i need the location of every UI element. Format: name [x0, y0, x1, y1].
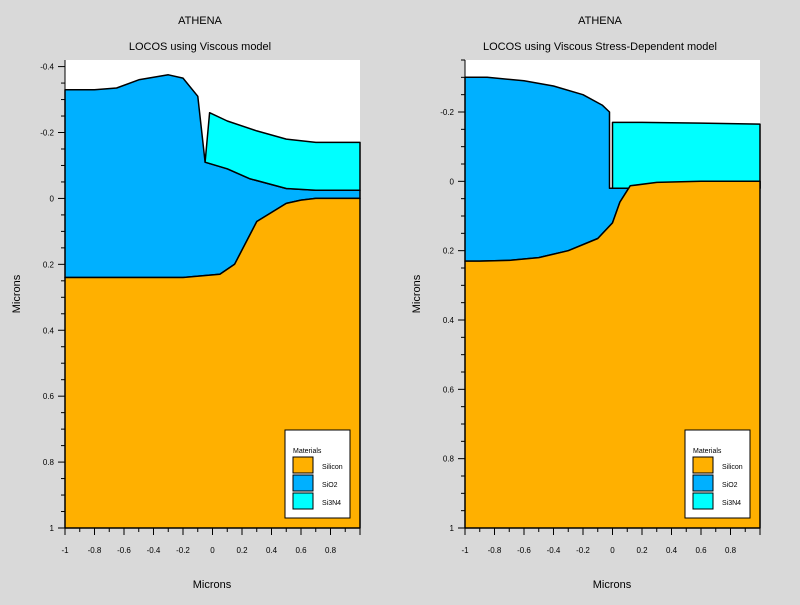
y-tick-label: 0 — [50, 194, 55, 203]
y-axis-label: Microns — [411, 274, 423, 313]
chart-title: ATHENA — [578, 15, 622, 27]
legend-label-sio2: SiO2 — [322, 482, 338, 489]
x-tick-label: 0.8 — [325, 546, 337, 555]
y-tick-label: 0.6 — [43, 392, 55, 401]
x-tick-label: 0.8 — [725, 546, 737, 555]
x-tick-label: -0.4 — [147, 546, 161, 555]
chart-subtitle: LOCOS using Viscous Stress-Dependent mod… — [483, 41, 717, 53]
x-tick-label: -0.6 — [517, 546, 531, 555]
x-tick-label: -1 — [461, 546, 469, 555]
x-tick-label: 0.6 — [295, 546, 307, 555]
legend-label-silicon: Silicon — [722, 464, 743, 471]
y-tick-label: -0.4 — [40, 63, 54, 72]
y-tick-label: 0.4 — [443, 316, 455, 325]
y-tick-label: 0.8 — [43, 458, 55, 467]
x-axis-label: Microns — [193, 579, 232, 591]
legend-label-si3n4: Si3N4 — [722, 500, 741, 507]
legend-swatch-si3n4 — [292, 492, 314, 510]
axes: -1 -0.8 -0.6 -0.4 -0.2 0 0.2 0.4 0.6 0.8 -0.2 0 0.2 0… — [440, 59, 761, 555]
chart-subtitle: LOCOS using Viscous model — [129, 41, 271, 53]
legend-title: Materials — [293, 448, 322, 455]
legend-swatch-si3n4 — [692, 492, 714, 510]
legend-swatch-silicon — [292, 456, 314, 474]
x-tick-label: -0.6 — [117, 546, 131, 555]
legend-swatch-sio2 — [292, 474, 314, 492]
legend-label-silicon: Silicon — [322, 464, 343, 471]
y-tick-label: 1 — [50, 524, 55, 533]
legend: Materials Silicon SiO2 Si3N4 — [684, 429, 751, 519]
legend-label-si3n4: Si3N4 — [322, 500, 341, 507]
legend-label-sio2: SiO2 — [722, 482, 738, 489]
legend-swatch-silicon — [692, 456, 714, 474]
y-tick-label: 0.6 — [443, 385, 455, 394]
x-tick-label: 0.6 — [695, 546, 707, 555]
x-tick-label: -0.8 — [88, 546, 102, 555]
x-tick-label: 0 — [210, 546, 215, 555]
y-axis-label: Microns — [11, 274, 23, 313]
y-tick-label: 0.2 — [43, 260, 55, 269]
x-tick-label: 0 — [610, 546, 615, 555]
legend-swatch-sio2 — [692, 474, 714, 492]
x-tick-label: -0.4 — [547, 546, 561, 555]
y-tick-label: 1 — [450, 524, 455, 533]
y-tick-label: 0.8 — [443, 455, 455, 464]
axes: -1 -0.8 -0.6 -0.4 -0.2 0 0.2 0.4 0.6 0.8 -0.4 -0.2 0… — [40, 60, 361, 555]
x-tick-label: 0.4 — [666, 546, 678, 555]
region-si3n4 — [204, 111, 361, 191]
y-tick-label: -0.2 — [40, 129, 54, 138]
y-tick-label: 0.2 — [443, 247, 455, 256]
legend: Materials Silicon SiO2 Si3N4 — [284, 429, 351, 519]
x-tick-label: 0.2 — [236, 546, 248, 555]
y-tick-label: 0.4 — [43, 326, 55, 335]
region-si3n4 — [611, 121, 761, 190]
y-tick-label: -0.2 — [440, 108, 454, 117]
y-tick-label: 0 — [450, 177, 455, 186]
x-tick-label: -0.2 — [176, 546, 190, 555]
x-tick-label: -0.8 — [488, 546, 502, 555]
x-axis-label: Microns — [593, 579, 632, 591]
x-tick-label: -1 — [61, 546, 69, 555]
chart-viscous: ATHENA LOCOS using Viscous model -1 -0.8-… — [11, 15, 361, 591]
x-tick-label: 0.2 — [636, 546, 648, 555]
legend-title: Materials — [693, 448, 722, 455]
chart-viscous-stress: ATHENA LOCOS using Viscous Stress-Depend… — [411, 15, 761, 591]
x-tick-label: -0.2 — [576, 546, 590, 555]
chart-title: ATHENA — [178, 15, 222, 27]
x-tick-label: 0.4 — [266, 546, 278, 555]
